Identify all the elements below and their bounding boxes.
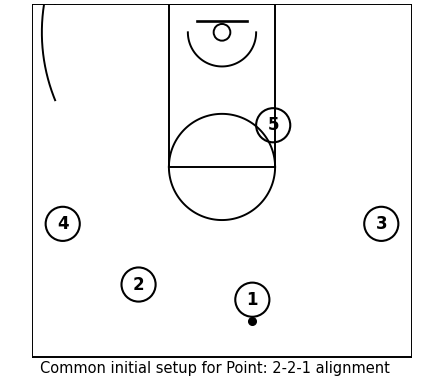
Bar bbox=[169, 4, 275, 167]
Text: Common initial setup for Point: 2-2-1 alignment: Common initial setup for Point: 2-2-1 al… bbox=[40, 361, 390, 375]
Text: 3: 3 bbox=[376, 215, 387, 233]
Text: 5: 5 bbox=[267, 116, 279, 134]
Text: 1: 1 bbox=[246, 291, 258, 309]
Text: 4: 4 bbox=[57, 215, 68, 233]
Text: 2: 2 bbox=[133, 276, 144, 293]
